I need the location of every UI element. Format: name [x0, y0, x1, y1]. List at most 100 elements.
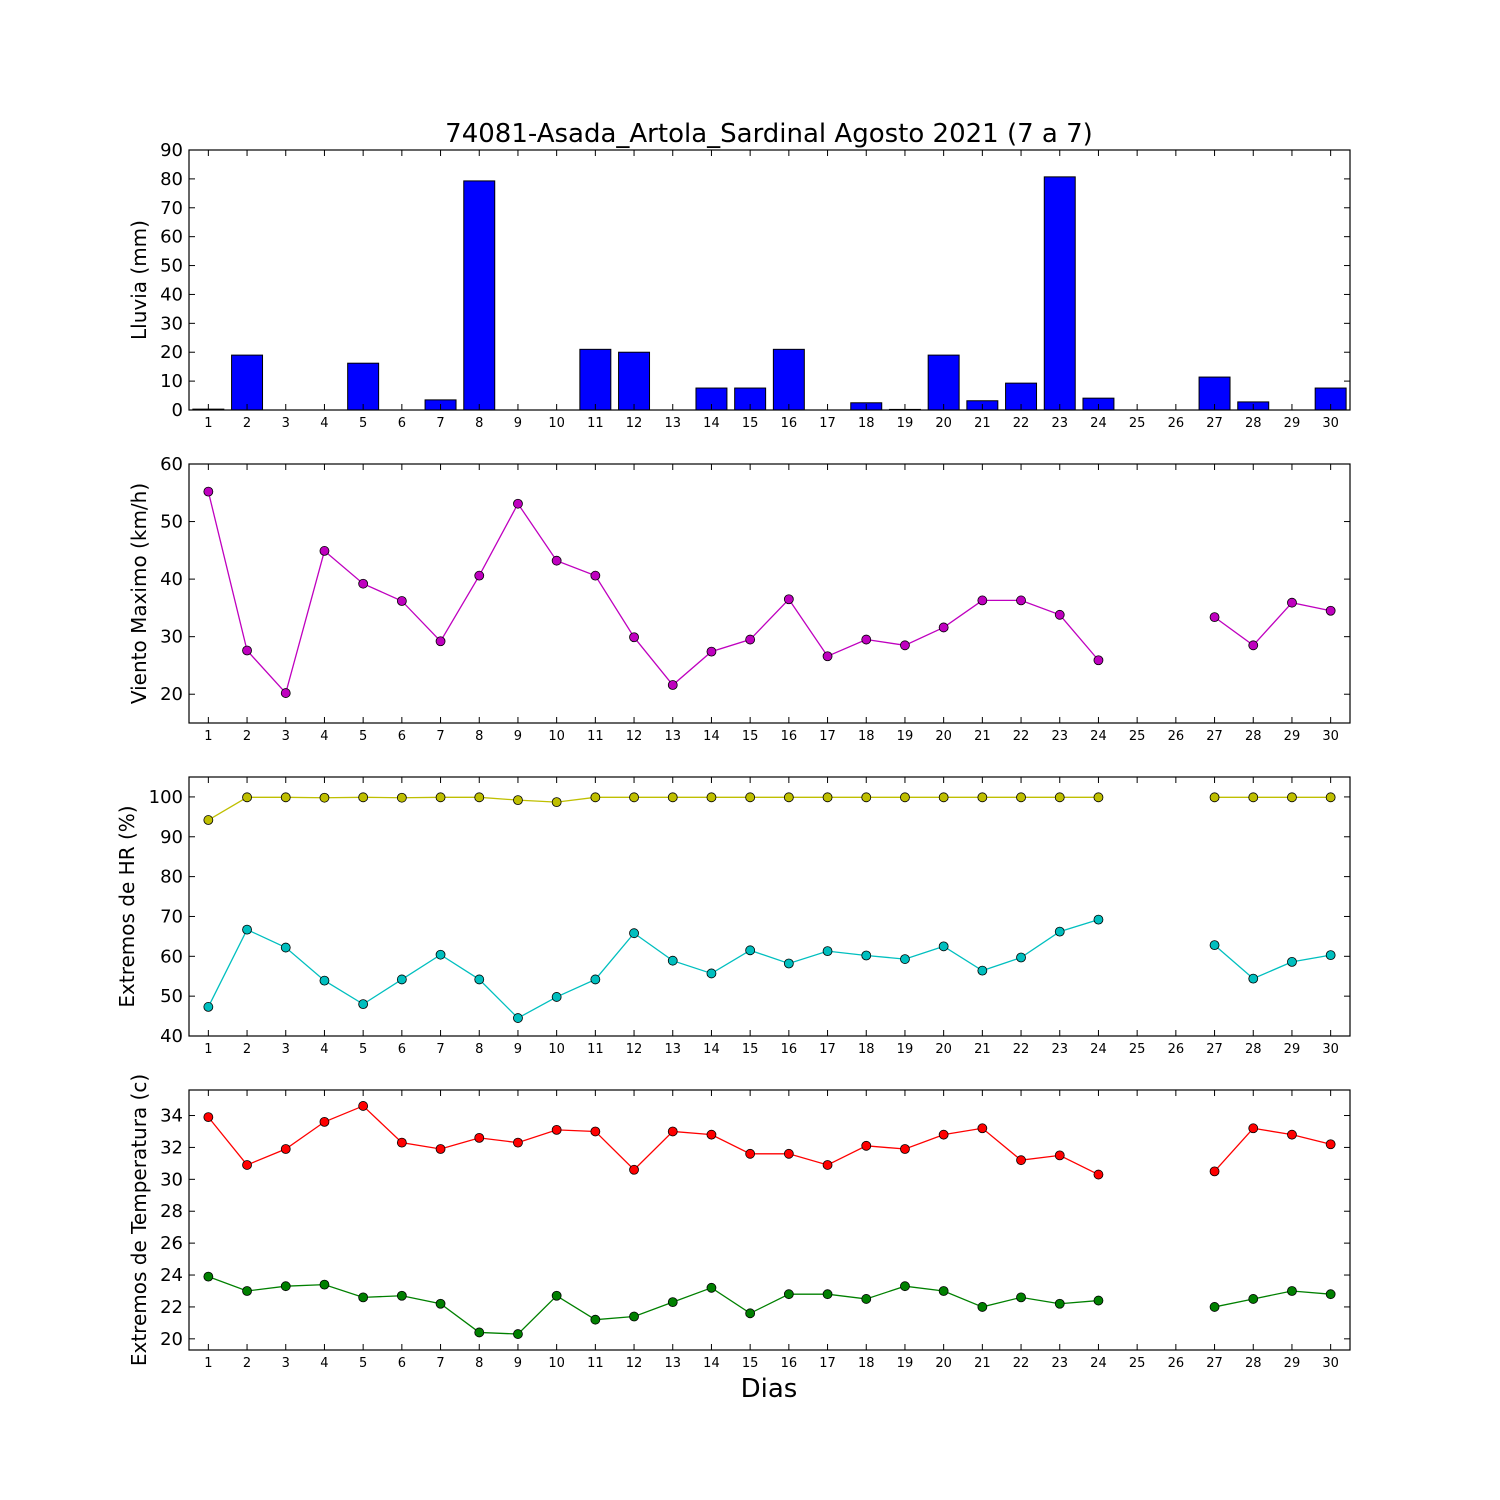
- x-tick-label: 21: [974, 1356, 991, 1371]
- humidity-axes-frame: [188, 776, 1351, 1037]
- x-tick-label: 28: [1245, 1356, 1262, 1371]
- y-tick-label: 100: [149, 787, 183, 808]
- y-tick-label: 60: [160, 227, 183, 248]
- wind-series-0-point-day-19: [900, 640, 910, 651]
- temperature-series-0-point-day-19: [900, 1144, 910, 1154]
- wind-series-0-point-day-20: [938, 622, 949, 633]
- humidity-series-0-point-day-24: [1093, 792, 1104, 803]
- wind-series-0-point-day-22: [1016, 595, 1026, 606]
- x-tick-label: 17: [819, 416, 836, 431]
- y-tick-label: 50: [160, 986, 183, 1007]
- y-tick-label: 90: [160, 827, 183, 848]
- x-tick-label: 14: [703, 416, 720, 431]
- humidity-series-1-point-day-23: [1054, 926, 1065, 937]
- wind-series-0-point-day-6: [396, 596, 407, 606]
- bar-day-23: [1043, 176, 1076, 411]
- humidity-series-0-point-day-17: [822, 792, 833, 803]
- x-tick-label: 7: [436, 1042, 444, 1057]
- x-tick-label: 14: [703, 1042, 720, 1057]
- temperature-series-1-point-day-19: [900, 1281, 910, 1292]
- wind-series-0-point-day-10: [551, 555, 562, 566]
- temperature-series-0-point-day-17: [822, 1160, 833, 1170]
- temperature-series-1-point-day-24: [1093, 1295, 1104, 1306]
- x-tick-label: 15: [742, 1042, 759, 1057]
- y-tick-label: 24: [160, 1265, 183, 1286]
- x-tick-label: 16: [781, 1356, 798, 1371]
- x-tick-label: 10: [548, 729, 565, 744]
- temperature-series-0-point-day-2: [242, 1160, 252, 1170]
- temperature-series-0-point-day-27: [1209, 1166, 1220, 1177]
- x-tick-label: 17: [819, 1356, 836, 1371]
- x-tick-label: 4: [320, 729, 328, 744]
- humidity-series-0-point-day-20: [938, 792, 949, 803]
- x-tick-label: 12: [626, 416, 643, 431]
- x-tick-label: 24: [1090, 416, 1107, 431]
- x-tick-label: 9: [514, 416, 522, 431]
- humidity-series-0-point-day-22: [1016, 792, 1026, 803]
- x-tick-label: 13: [664, 416, 681, 431]
- temperature-series-1-point-day-3: [280, 1281, 291, 1292]
- temperature-series-0-point-day-18: [861, 1140, 872, 1151]
- humidity-series-1-point-day-4: [319, 975, 330, 986]
- y-tick-label: 20: [160, 684, 183, 705]
- x-tick-label: 11: [587, 416, 604, 431]
- temperature-series-0-point-day-8: [474, 1132, 485, 1143]
- humidity-series-0-point-day-23: [1054, 792, 1065, 803]
- y-tick-label: 70: [160, 906, 183, 927]
- humidity-series-1-point-day-30: [1325, 950, 1336, 961]
- temperature-series-0-point-day-21: [977, 1123, 988, 1134]
- temperature-series-0-point-day-22: [1016, 1155, 1026, 1166]
- wind-series-0-point-day-27: [1209, 612, 1220, 622]
- humidity-series-0-point-day-7: [435, 792, 446, 803]
- humidity-series-0-point-day-18: [861, 792, 872, 803]
- x-tick-label: 19: [897, 416, 914, 431]
- wind-series-0-point-day-14: [706, 646, 717, 657]
- x-tick-label: 26: [1168, 1042, 1185, 1057]
- x-tick-label: 28: [1245, 416, 1262, 431]
- wind-series-0-point-day-11: [590, 570, 601, 581]
- x-tick-label: 5: [359, 729, 367, 744]
- temperature-series-1-point-day-16: [783, 1289, 794, 1300]
- bar-day-11: [579, 348, 612, 411]
- x-tick-label: 19: [897, 1356, 914, 1371]
- temperature-series-1-point-day-13: [667, 1297, 678, 1308]
- wind-series-0-point-day-23: [1054, 609, 1065, 620]
- x-tick-label: 17: [819, 729, 836, 744]
- x-tick-label: 22: [1013, 1356, 1030, 1371]
- wind-series-0-point-day-30: [1325, 605, 1336, 616]
- x-tick-label: 4: [320, 1042, 328, 1057]
- x-tick-label: 21: [974, 416, 991, 431]
- x-tick-label: 16: [781, 729, 798, 744]
- y-tick-label: 40: [160, 284, 183, 305]
- humidity-series-0-point-day-19: [900, 792, 910, 803]
- x-tick-label: 7: [436, 729, 444, 744]
- x-tick-label: 20: [935, 416, 952, 431]
- temperature-axes-frame: [188, 1089, 1351, 1351]
- x-tick-label: 30: [1322, 416, 1339, 431]
- x-tick-label: 29: [1284, 416, 1301, 431]
- temperature-series-1-point-day-17: [822, 1289, 833, 1300]
- humidity-series-0-point-day-6: [396, 792, 407, 803]
- x-tick-label: 9: [514, 1356, 522, 1371]
- temperature-series-1-point-day-15: [745, 1308, 756, 1319]
- x-tick-label: 29: [1284, 1356, 1301, 1371]
- wind-series-0-point-day-16: [783, 594, 794, 605]
- temperature-series-1-point-day-30: [1325, 1289, 1336, 1300]
- temperature-series-1-line: [1214, 1290, 1331, 1308]
- x-tick-label: 13: [664, 1042, 681, 1057]
- x-tick-label: 24: [1090, 729, 1107, 744]
- y-tick-label: 90: [160, 140, 183, 161]
- humidity-series-0-line: [208, 796, 1099, 821]
- x-tick-label: 15: [742, 416, 759, 431]
- x-tick-label: 7: [436, 416, 444, 431]
- x-tick-label: 11: [587, 1042, 604, 1057]
- x-tick-label: 29: [1284, 1042, 1301, 1057]
- wind-series-0-point-day-17: [822, 651, 833, 662]
- x-tick-label: 23: [1051, 1042, 1068, 1057]
- temperature-series-1-point-day-10: [551, 1290, 562, 1301]
- x-tick-label: 14: [703, 729, 720, 744]
- humidity-series-1-line: [207, 919, 1099, 1019]
- humidity-series-1-point-day-11: [590, 974, 601, 985]
- humidity-series-0-point-day-5: [358, 792, 369, 803]
- y-tick-label: 50: [160, 512, 183, 533]
